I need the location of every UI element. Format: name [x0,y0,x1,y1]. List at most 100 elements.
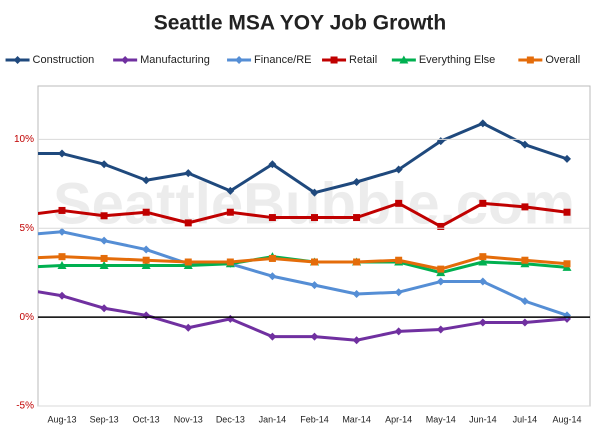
marker [100,254,108,262]
marker [479,253,487,261]
y-tick-label: 5% [20,223,35,234]
marker [99,261,109,270]
y-tick-label: -5% [16,401,34,412]
marker [142,245,151,254]
marker [311,214,318,222]
marker [184,219,192,227]
marker [141,261,151,270]
marker [16,150,24,158]
marker [15,263,24,271]
legend-marker [235,56,244,64]
series-line [38,290,568,342]
marker [311,258,318,266]
legend-marker [330,56,338,64]
legend-marker [526,56,534,64]
series-line [38,255,568,271]
marker [394,327,403,336]
marker [437,265,445,273]
marker [436,325,445,334]
marker [437,222,445,230]
marker [16,255,23,262]
marker [478,277,487,286]
legend-label: Everything Else [419,54,495,66]
y-tick-label: 10% [14,134,34,145]
marker [100,236,109,245]
marker [58,253,66,261]
marker [436,277,445,286]
marker [478,257,488,266]
marker [184,323,193,332]
marker [226,258,234,266]
plot-area [15,119,572,345]
x-tick-label: Aug-14 [552,414,581,424]
marker [268,332,277,341]
plot-frame [37,85,591,407]
x-tick-label: Apr-14 [385,414,412,424]
marker [184,169,193,178]
marker [268,254,276,262]
marker [268,214,276,222]
marker [563,208,571,216]
marker [142,208,150,216]
marker [100,304,109,313]
chart-title: Seattle MSA YOY Job Growth [154,12,447,35]
marker [58,206,66,214]
marker [310,188,319,197]
legend-marker [399,55,409,64]
x-tick-label: Aug-13 [47,414,76,424]
marker [521,256,529,264]
marker [58,291,66,300]
marker [479,199,487,207]
marker [352,178,361,186]
marker [310,281,319,290]
marker [520,297,529,306]
marker [268,272,277,281]
marker [352,290,361,298]
x-tick-label: Mar-14 [342,414,371,424]
marker [520,318,529,327]
series-line [38,121,568,195]
marker [58,149,66,158]
x-tick-label: Dec-13 [216,414,245,424]
legend-label: Overall [545,54,580,66]
marker [184,258,192,266]
marker [142,256,150,264]
marker [142,311,151,320]
y-tick-label: 0% [20,312,35,323]
legend-label: Retail [349,54,377,66]
marker [57,261,67,270]
series-line [38,201,568,228]
marker [58,227,66,236]
marker [394,165,403,174]
marker [16,212,23,219]
marker [16,285,24,293]
marker [352,336,361,345]
legend-label: Manufacturing [140,54,210,66]
x-tick-label: May-14 [426,414,456,424]
x-tick-label: Feb-14 [300,414,329,424]
marker [521,203,529,211]
marker [395,256,403,264]
x-tick-label: Sep-13 [90,414,119,424]
marker [226,186,235,195]
marker [100,160,109,169]
marker [100,212,108,220]
legend-marker [13,56,22,64]
legend-marker [121,56,130,64]
marker [310,332,319,341]
x-tick-label: Nov-13 [174,414,203,424]
marker [353,214,361,222]
marker [226,208,234,216]
marker [563,260,571,268]
legend-label: Construction [33,54,95,66]
x-tick-label: Jun-14 [469,414,497,424]
legend-label: Finance/RE [254,54,311,66]
x-tick-label: Jul-14 [513,414,538,424]
x-tick-label: Oct-13 [133,414,160,424]
marker [353,258,361,266]
series-line [38,230,568,317]
marker [478,119,487,128]
marker [563,154,571,163]
marker [520,140,529,149]
